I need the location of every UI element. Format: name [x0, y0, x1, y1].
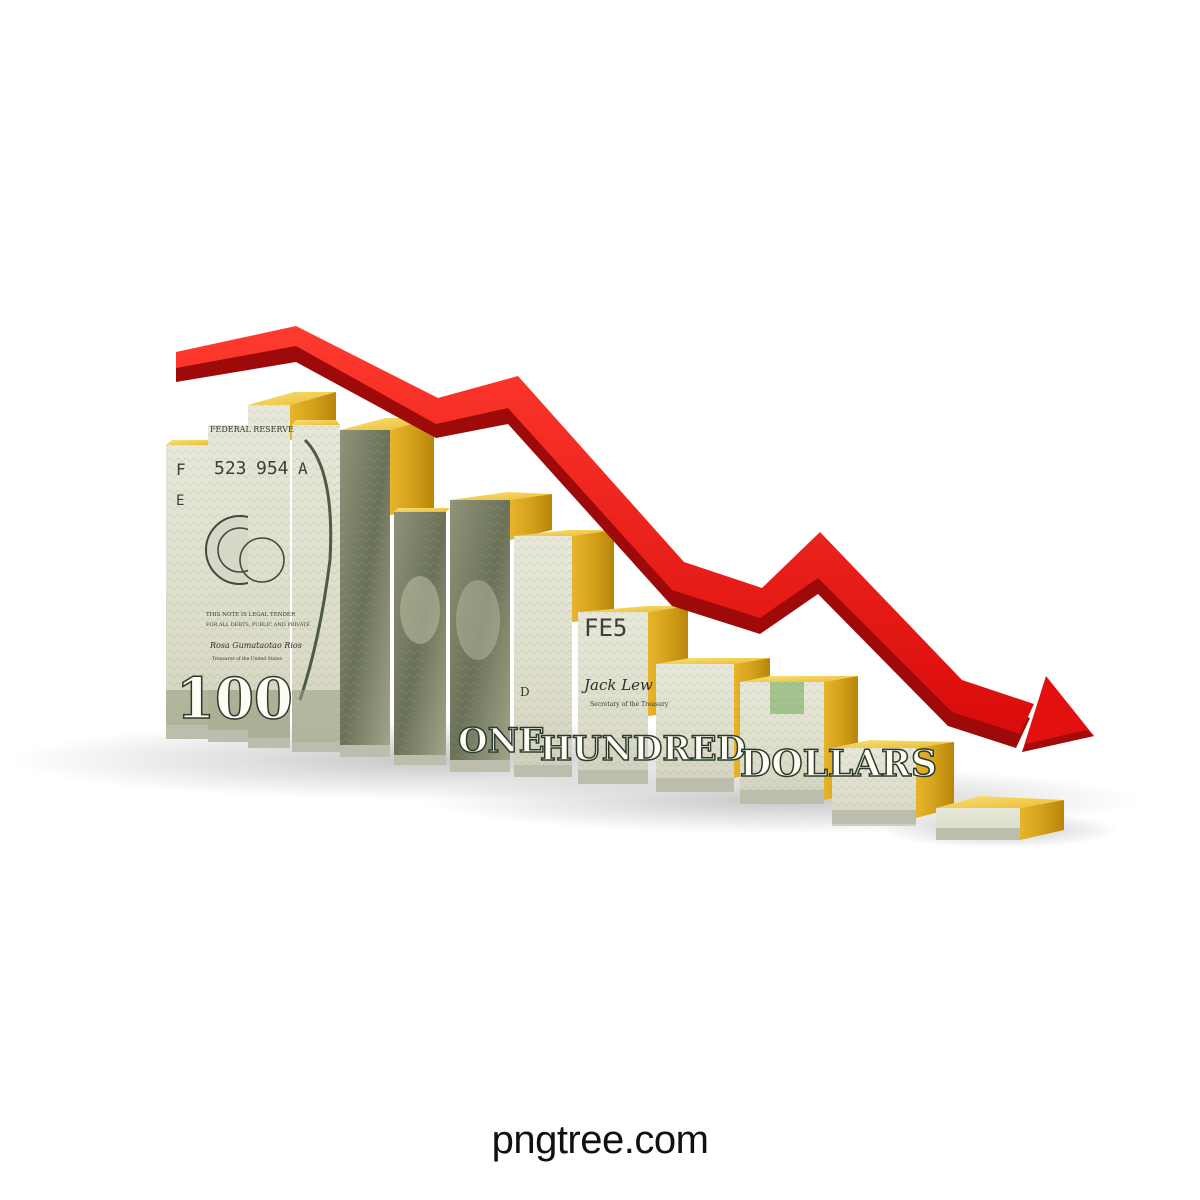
treasurer-label: Treasurer of the United States	[212, 656, 283, 662]
serial-prefix: F	[176, 460, 186, 479]
serial-suffix: A	[298, 459, 308, 478]
denomination-large: 100	[176, 666, 293, 732]
bar-5	[340, 418, 434, 757]
watermark-text: pngtree.com	[491, 1118, 709, 1162]
serial-part-1: 523	[214, 458, 247, 479]
serial-fragment-right: FE5	[584, 614, 627, 642]
banknote-print: F E 523 954 A FEDERAL RESERVE THIS NOTE …	[175, 425, 938, 786]
district-letter: D	[520, 685, 530, 699]
arrow-head-shade	[1022, 730, 1094, 752]
bar-1	[166, 440, 214, 739]
bar-12	[832, 740, 954, 826]
treasurer-signature: Rosa Gumataotao Rios	[209, 641, 302, 650]
bar-2	[205, 425, 275, 742]
bar-6	[394, 508, 450, 765]
serial-block-letter: E	[176, 493, 184, 509]
word-one: ONE	[458, 721, 545, 761]
bar-13	[936, 796, 1064, 840]
bar-7	[450, 492, 552, 772]
arrow-body	[176, 326, 1034, 734]
serial-part-2: 954	[256, 458, 289, 479]
tender-line-1: THIS NOTE IS LEGAL TENDER	[206, 612, 296, 618]
bar-4	[292, 420, 340, 752]
bar-11	[740, 676, 858, 804]
tender-line-2: FOR ALL DEBTS, PUBLIC AND PRIVATE	[206, 622, 310, 628]
bar-8	[514, 530, 614, 777]
secretary-label: Secretary of the Treasury	[590, 701, 669, 708]
word-dollars: DOLLARS	[740, 743, 937, 785]
reserve-text: FEDERAL RESERVE	[210, 425, 294, 434]
downtrend-arrow	[176, 326, 1094, 752]
bar-chart-bars	[166, 392, 1064, 840]
arrow-shadow-edge	[176, 340, 1030, 748]
secretary-signature: Jack Lew	[581, 676, 653, 694]
word-hundred: HUNDRED	[540, 729, 746, 769]
